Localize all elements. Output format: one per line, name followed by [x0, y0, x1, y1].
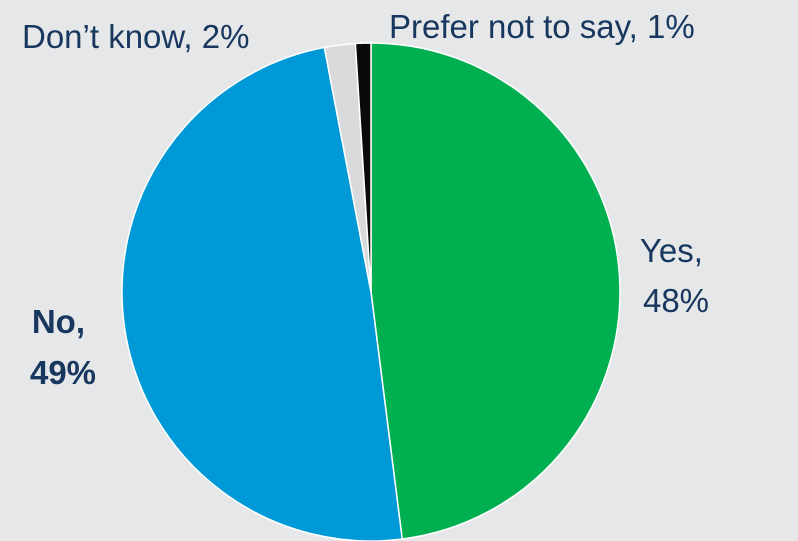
- slice-label-prefer-not-to-say: Prefer not to say, 1%: [389, 8, 695, 45]
- pie-slice-no: [121, 46, 403, 541]
- slice-label-yes-name: Yes,: [640, 232, 703, 269]
- pie-slices: [121, 42, 621, 541]
- slice-label-no-name: No,: [32, 303, 85, 340]
- slice-label-yes-value: 48%: [643, 282, 709, 319]
- slice-label-no-value: 49%: [30, 354, 96, 391]
- pie-slice-prefer-not-to-say: [354, 42, 372, 293]
- pie-slice-yes: [370, 42, 621, 540]
- slice-label-no: No, 49%: [30, 303, 96, 391]
- slice-label-yes: Yes, 48%: [640, 232, 712, 319]
- slice-label-dont-know: Don’t know, 2%: [22, 18, 249, 55]
